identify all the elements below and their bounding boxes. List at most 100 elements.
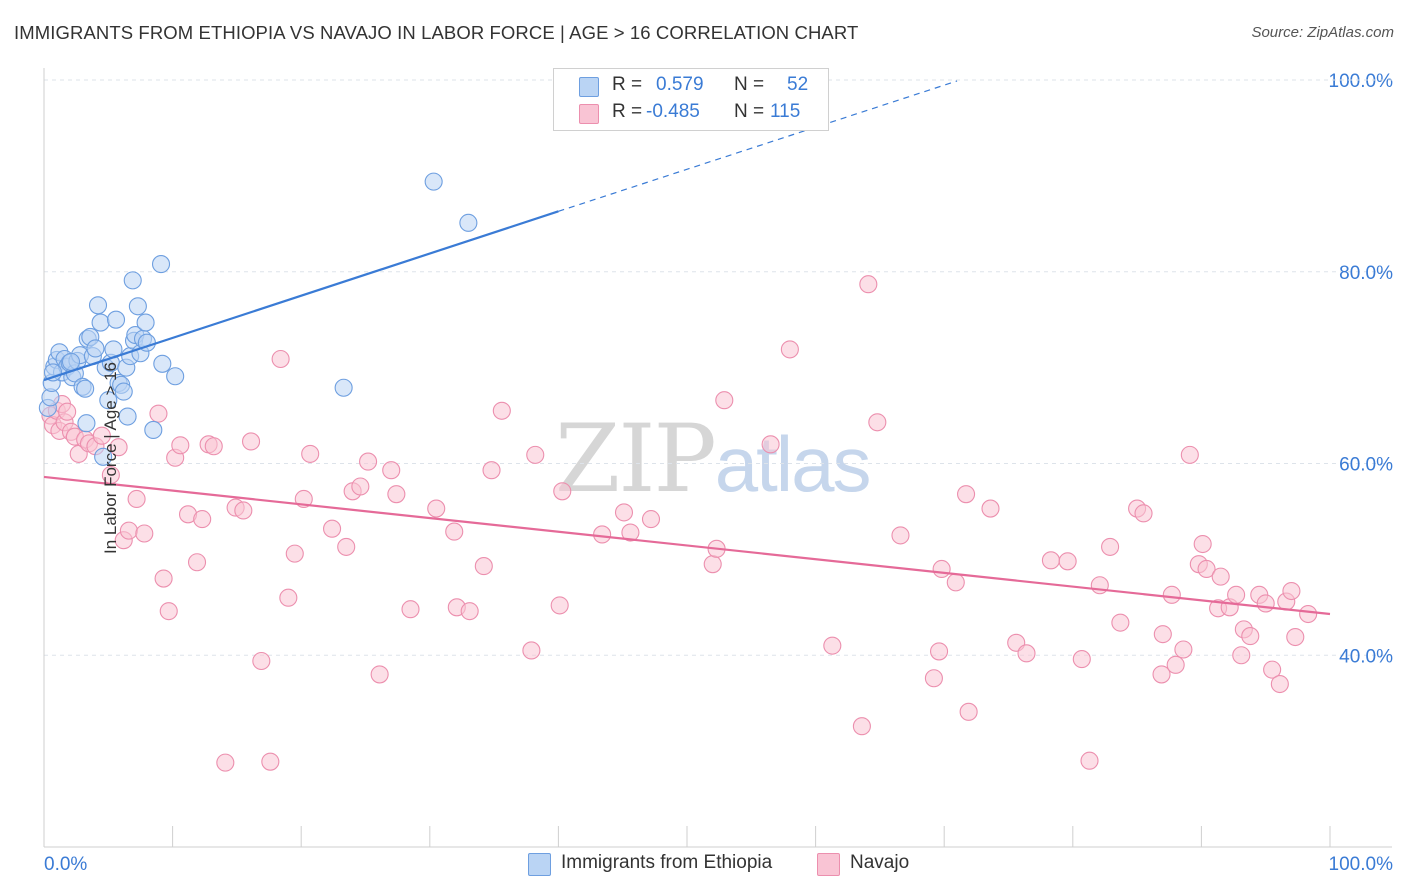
point-ethiopia: [166, 367, 185, 386]
point-navajo: [271, 349, 290, 369]
point-navajo: [1162, 585, 1181, 604]
y-tick-label: 80.0%: [1339, 263, 1393, 284]
point-navajo: [109, 438, 128, 457]
point-navajo: [1111, 613, 1130, 632]
point-navajo: [1193, 534, 1212, 554]
point-navajo: [1080, 751, 1099, 770]
point-navajo: [337, 537, 356, 556]
y-axis-label: In Labor Force | Age > 16: [101, 361, 121, 555]
point-navajo: [1072, 650, 1091, 669]
point-navajo: [171, 436, 190, 455]
point-navajo: [526, 445, 545, 464]
n-value-ethiopia: 52: [787, 74, 809, 95]
r-label: R =: [612, 74, 643, 95]
point-navajo: [359, 452, 378, 471]
point-navajo: [1211, 567, 1230, 586]
navajo-swatch: [579, 104, 599, 124]
point-navajo: [261, 752, 280, 771]
point-navajo: [1041, 551, 1060, 570]
point-navajo: [387, 485, 406, 504]
point-navajo: [58, 402, 77, 421]
y-tick-label: 60.0%: [1339, 455, 1393, 476]
legend-ethiopia-label: Immigrants from Ethiopia: [561, 852, 773, 873]
point-navajo: [323, 519, 342, 538]
x-tick-label: 100.0%: [1329, 854, 1394, 875]
point-navajo: [216, 753, 235, 772]
point-navajo: [1263, 660, 1282, 679]
point-navajo: [1180, 445, 1199, 464]
point-navajo: [351, 477, 370, 496]
r-value-ethiopia: 0.579: [656, 74, 704, 95]
point-navajo: [92, 426, 111, 445]
point-navajo: [159, 602, 178, 621]
point-navajo: [149, 404, 168, 423]
point-navajo: [427, 499, 446, 518]
point-navajo: [823, 636, 842, 655]
point-navajo: [382, 461, 401, 480]
point-navajo: [1232, 646, 1251, 665]
point-navajo: [621, 523, 640, 542]
n-label: N =: [734, 74, 765, 95]
point-navajo: [193, 510, 212, 529]
point-navajo: [279, 588, 298, 607]
point-ethiopia: [106, 310, 126, 329]
point-ethiopia: [151, 255, 171, 274]
point-ethiopia: [88, 296, 108, 315]
legend-navajo-swatch: [817, 853, 840, 876]
point-ethiopia: [144, 420, 163, 439]
point-navajo: [1153, 625, 1172, 644]
trendline-ethiopia-extension: [558, 80, 958, 212]
point-navajo: [715, 391, 734, 410]
y-tick-label: 100.0%: [1329, 71, 1394, 92]
point-navajo: [1227, 585, 1246, 604]
r-label: R =: [612, 101, 643, 122]
point-navajo: [1197, 559, 1216, 579]
point-ethiopia: [76, 379, 95, 398]
point-navajo: [204, 437, 223, 456]
point-navajo: [1058, 552, 1077, 571]
point-navajo: [981, 499, 1000, 518]
point-navajo: [641, 510, 661, 529]
point-navajo: [234, 501, 253, 520]
point-ethiopia: [334, 378, 353, 397]
point-navajo: [252, 651, 271, 671]
point-navajo: [1241, 627, 1260, 646]
point-navajo: [460, 602, 479, 621]
trendline-ethiopia: [43, 210, 559, 382]
ethiopia-swatch: [579, 77, 599, 97]
point-navajo: [187, 553, 207, 572]
point-navajo: [482, 461, 501, 480]
point-navajo: [1152, 665, 1171, 684]
point-ethiopia: [136, 313, 155, 332]
point-navajo: [957, 485, 976, 504]
point-navajo: [614, 503, 634, 522]
point-navajo: [154, 569, 173, 588]
r-value-navajo: -0.485: [646, 101, 700, 122]
legend-ethiopia-swatch: [528, 853, 551, 876]
point-ethiopia: [94, 447, 113, 466]
point-navajo: [1282, 581, 1301, 601]
point-navajo: [550, 596, 569, 615]
point-navajo: [1017, 644, 1036, 663]
point-navajo: [780, 340, 799, 359]
point-navajo: [401, 600, 420, 619]
point-navajo: [852, 717, 871, 736]
point-navajo: [1174, 640, 1193, 659]
point-navajo: [593, 525, 612, 544]
point-navajo: [135, 524, 154, 543]
legend-navajo-label: Navajo: [850, 852, 910, 873]
point-navajo: [1101, 537, 1120, 556]
point-navajo: [946, 573, 965, 592]
trendline-navajo: [43, 475, 1331, 616]
point-navajo: [930, 642, 949, 661]
point-navajo: [932, 559, 951, 579]
point-navajo: [553, 482, 572, 501]
point-ethiopia: [77, 414, 96, 433]
source-credit: Source: ZipAtlas.com: [1251, 24, 1394, 41]
y-tick-label: 40.0%: [1339, 646, 1393, 667]
point-navajo: [761, 435, 780, 454]
point-ethiopia: [99, 391, 118, 410]
point-ethiopia: [128, 297, 147, 316]
point-navajo: [1166, 655, 1185, 674]
